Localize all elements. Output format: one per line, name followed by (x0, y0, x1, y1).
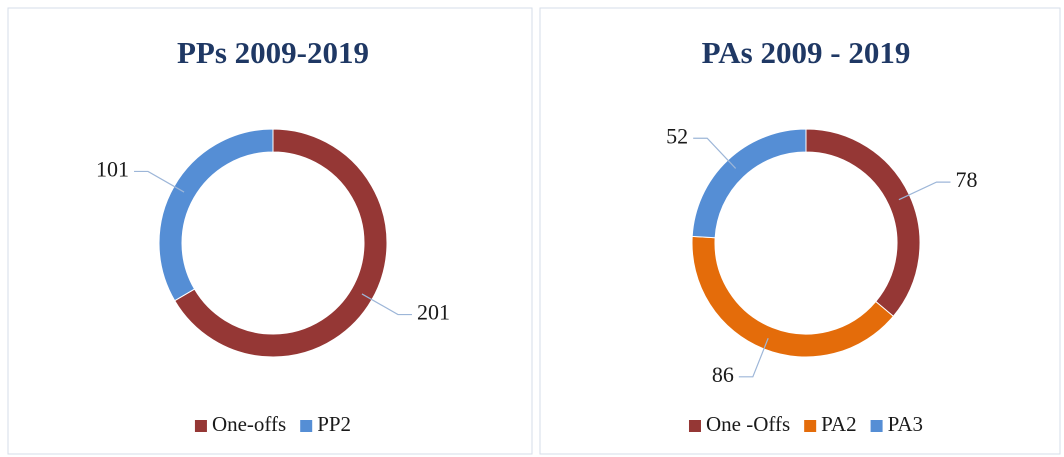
chart-title: PAs 2009 - 2019 (702, 35, 911, 70)
legend-label: PA2 (821, 412, 856, 436)
legend-swatch (688, 420, 701, 432)
data-label: 101 (96, 156, 129, 181)
data-label: 78 (956, 167, 978, 192)
leader-line (361, 293, 412, 316)
panel (7, 7, 533, 455)
data-label: 52 (666, 123, 688, 148)
legend-swatch (804, 420, 817, 432)
donut-segment (173, 128, 388, 358)
leader-line (693, 137, 737, 169)
legend-swatch (870, 420, 883, 432)
donut-segment (158, 128, 274, 302)
leader-line (738, 338, 769, 378)
leader-line (898, 181, 951, 201)
panel (539, 7, 1061, 455)
chart-title: PPs 2009-2019 (177, 35, 369, 70)
donut-segment (691, 128, 807, 239)
legend-label: One -Offs (706, 412, 790, 436)
data-label: 201 (417, 300, 450, 325)
legend-label: PA3 (888, 412, 923, 436)
legend-swatch (194, 420, 207, 432)
legend-label: PP2 (317, 412, 351, 436)
legend-swatch (300, 420, 313, 432)
leader-line (134, 170, 185, 193)
legend-label: One-offs (212, 412, 286, 436)
data-label: 86 (712, 362, 734, 387)
